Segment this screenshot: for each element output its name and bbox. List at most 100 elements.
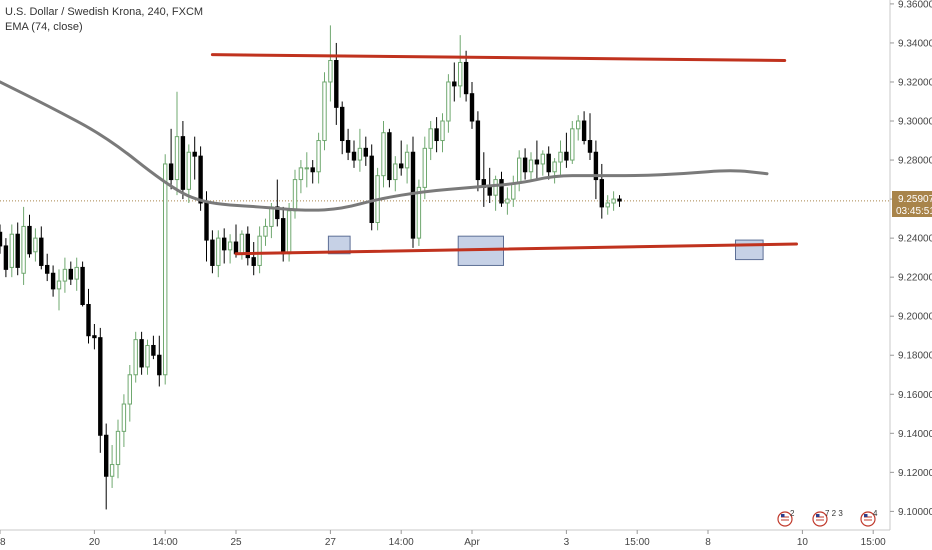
- us-flag-event-icon[interactable]: 7 2 3: [812, 509, 843, 527]
- candle: [174, 91, 180, 196]
- us-flag-event-icon[interactable]: 4: [860, 509, 878, 527]
- candle-body: [269, 206, 274, 227]
- us-flag-event-icon[interactable]: 2: [777, 509, 795, 527]
- candle: [139, 331, 144, 375]
- candle: [605, 195, 610, 215]
- x-tick-label: 15:00: [625, 537, 650, 548]
- candle-body: [564, 151, 569, 161]
- candle-body: [410, 151, 416, 239]
- candle-body: [605, 202, 610, 208]
- candle-body: [180, 136, 186, 190]
- candle: [27, 214, 32, 258]
- candle-body: [210, 239, 215, 266]
- candle: [434, 117, 439, 153]
- candle-body: [27, 225, 32, 255]
- candle: [310, 160, 315, 184]
- support-box[interactable]: [735, 239, 764, 261]
- y-tick-label: 9.32000: [898, 77, 932, 88]
- candle-body: [534, 159, 540, 165]
- candle: [304, 152, 310, 188]
- flag-canton: [864, 514, 868, 517]
- candle: [186, 144, 192, 203]
- candle: [50, 265, 56, 297]
- candle-body: [139, 339, 144, 368]
- x-tick-label: 15:00: [861, 537, 886, 548]
- candle-body: [593, 151, 599, 181]
- time-axis[interactable]: 18 20 14:00 25 27 14:00 Apr 3 15:00 8 10 15:00: [0, 529, 890, 548]
- x-tick-label: 20: [89, 537, 101, 548]
- candle-body: [440, 120, 445, 142]
- candle-body: [80, 266, 85, 305]
- candle: [511, 175, 516, 207]
- candle: [345, 128, 351, 161]
- candle: [534, 140, 540, 180]
- candle: [192, 136, 197, 180]
- candle-body: [322, 81, 327, 142]
- candle-body: [74, 266, 79, 280]
- candle: [92, 324, 97, 350]
- y-tick-label: 9.12000: [898, 468, 932, 479]
- y-tick-label: 9.30000: [898, 117, 932, 128]
- event-count: 2: [790, 509, 795, 518]
- candle: [599, 163, 604, 219]
- candle: [381, 121, 386, 188]
- candle: [3, 238, 9, 278]
- y-tick-label: 9.10000: [898, 507, 932, 518]
- candle: [387, 128, 392, 188]
- candle-body: [499, 179, 504, 204]
- candle: [576, 115, 581, 141]
- candle-body: [517, 157, 522, 184]
- candle-body: [192, 151, 197, 157]
- candle: [298, 160, 304, 194]
- trendline[interactable]: [234, 242, 798, 256]
- candle: [115, 419, 121, 479]
- trendlines[interactable]: [210, 53, 798, 256]
- candle: [180, 121, 186, 200]
- x-tick-label: 3: [564, 537, 570, 548]
- candle: [357, 128, 363, 172]
- candle: [98, 327, 103, 453]
- candle-body: [310, 167, 315, 173]
- y-tick-label: 9.16000: [898, 390, 932, 401]
- candle: [56, 269, 62, 311]
- candle: [263, 218, 268, 246]
- candle-body: [511, 182, 516, 200]
- symbol-title[interactable]: U.S. Dollar / Swedish Krona, 240, FXCM: [5, 6, 204, 18]
- candle-body: [263, 225, 268, 237]
- indicator-label[interactable]: EMA (74, close): [5, 21, 83, 33]
- candle-body: [151, 344, 156, 356]
- candle-body: [393, 163, 398, 181]
- candle: [393, 156, 398, 192]
- candle: [316, 132, 321, 184]
- candle-body: [121, 403, 127, 432]
- x-tick-label: 8: [705, 537, 711, 548]
- candle-body: [399, 163, 404, 169]
- candle: [369, 144, 374, 231]
- last-price-tag: 9.25907 03:45:51: [892, 191, 932, 217]
- candle: [275, 179, 280, 227]
- candle-body: [174, 136, 180, 181]
- candle-body: [334, 60, 339, 108]
- candle: [422, 136, 428, 200]
- x-tick-label: Apr: [464, 537, 480, 548]
- candle-body: [357, 147, 363, 161]
- economic-events[interactable]: 2 7 2 3 4: [777, 509, 878, 527]
- candle-body: [127, 374, 133, 405]
- candle-body: [222, 237, 227, 251]
- candle: [528, 152, 534, 180]
- price-axis[interactable]: 9.10000 9.12000 9.14000 9.16000 9.18000 9.200…: [889, 0, 932, 530]
- candle-body: [528, 159, 534, 173]
- price-tag-countdown: 03:45:51: [896, 206, 932, 217]
- trendline[interactable]: [210, 53, 787, 63]
- candle: [505, 187, 510, 215]
- support-box[interactable]: [327, 235, 351, 255]
- candle-body: [345, 140, 351, 153]
- candle-body: [68, 268, 73, 280]
- candle-body: [458, 61, 463, 87]
- candle-body: [98, 337, 103, 436]
- candle: [469, 81, 475, 129]
- candle-body: [104, 434, 109, 477]
- candle: [39, 226, 44, 270]
- candle: [463, 50, 469, 102]
